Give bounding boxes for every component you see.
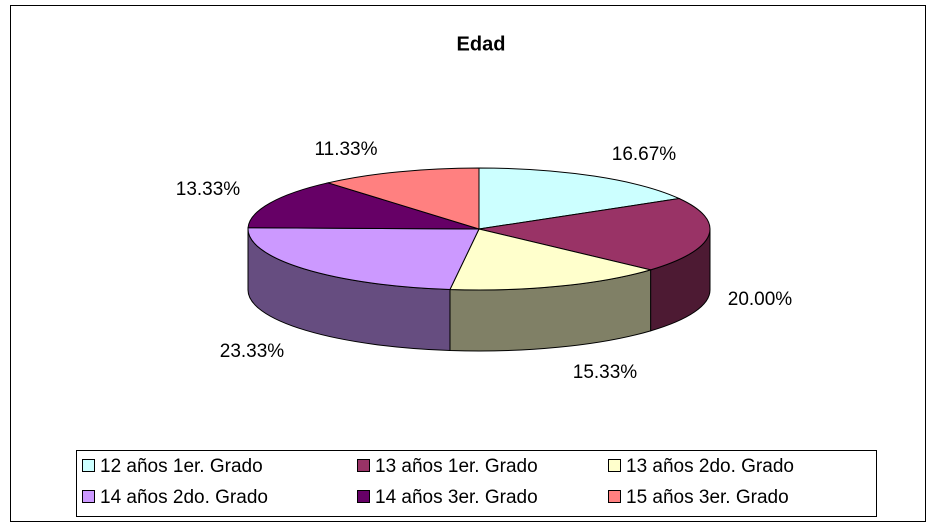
pie-slice — [326, 167, 480, 230]
data-label: 20.00% — [728, 289, 793, 310]
data-label: 15.33% — [573, 362, 638, 383]
chart-title: Edad — [457, 33, 506, 55]
legend-swatch — [357, 490, 370, 503]
legend-swatch — [82, 459, 95, 472]
legend-label: 12 años 1er. Grado — [100, 456, 263, 477]
legend-label: 13 años 2do. Grado — [626, 456, 794, 477]
data-label: 13.33% — [176, 179, 241, 200]
legend-swatch — [82, 490, 95, 503]
pie-slice — [449, 228, 653, 291]
data-label: 23.33% — [220, 341, 285, 362]
legend-label: 14 años 2do. Grado — [100, 487, 268, 508]
data-label: 16.67% — [612, 144, 677, 165]
legend-label: 14 años 3er. Grado — [375, 487, 538, 508]
legend-label: 15 años 3er. Grado — [626, 487, 789, 508]
pie-slice — [247, 227, 480, 291]
data-label: 11.33% — [314, 139, 377, 160]
pie-slice — [478, 167, 681, 230]
pie-slice — [247, 182, 480, 230]
legend-swatch — [357, 459, 370, 472]
pie-slice — [478, 198, 711, 271]
legend-box — [76, 450, 877, 517]
legend-swatch — [608, 459, 621, 472]
legend-label: 13 años 1er. Grado — [375, 456, 538, 477]
legend-swatch — [608, 490, 621, 503]
